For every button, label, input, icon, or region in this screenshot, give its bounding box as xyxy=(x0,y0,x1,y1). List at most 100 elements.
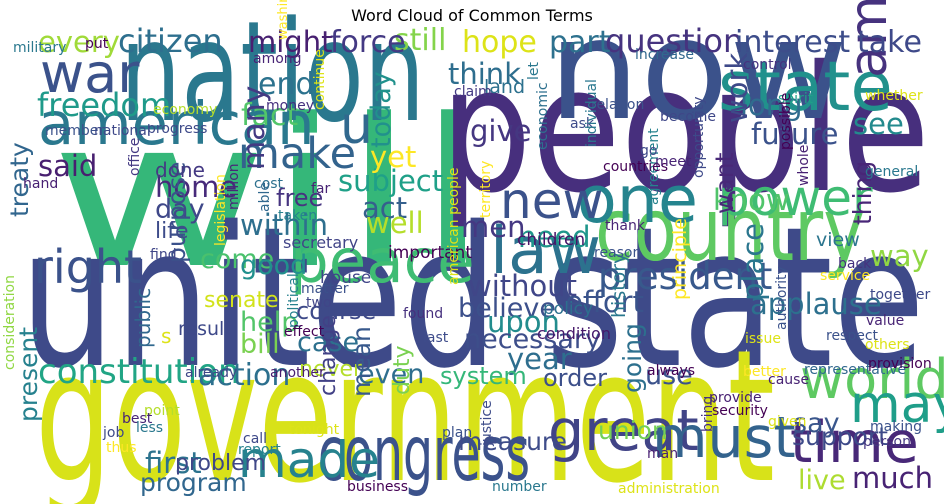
word-necessary: necessary xyxy=(464,324,601,355)
word-always: always xyxy=(647,363,695,379)
word-home: home xyxy=(155,170,237,204)
word-reason: reason xyxy=(594,245,641,261)
word-s: s xyxy=(161,324,171,348)
word-measure: measure xyxy=(458,427,567,456)
word-say: say xyxy=(793,408,840,439)
word-good: good xyxy=(240,250,307,281)
word-security: security xyxy=(712,403,768,419)
word-american: american xyxy=(38,89,315,158)
word-power: power xyxy=(718,169,873,227)
word-provide: provide xyxy=(709,390,762,406)
word-cause: cause xyxy=(768,372,809,388)
word-order: order xyxy=(543,364,607,392)
word-relation: relation xyxy=(591,97,644,113)
word-national: national xyxy=(94,123,151,139)
word-consideration: consideration xyxy=(2,275,18,370)
word-possible: possible xyxy=(778,93,794,150)
word-report: report xyxy=(238,442,281,458)
word-citizen: citizen xyxy=(118,22,223,60)
word-done: done xyxy=(155,158,205,182)
word-opportunity: opportunity xyxy=(691,96,707,178)
word-new: new xyxy=(500,172,603,230)
word-business: business xyxy=(347,479,408,495)
word-problem: problem xyxy=(175,451,266,476)
word-case: case xyxy=(297,327,359,358)
word-value: value xyxy=(866,313,904,329)
word-live: live xyxy=(798,465,846,496)
word-territory: territory xyxy=(478,161,494,218)
word-state: state xyxy=(718,47,893,127)
word-among: among xyxy=(253,51,302,67)
word-found: found xyxy=(403,306,443,322)
word-upon: upon xyxy=(487,305,560,339)
word-program: program xyxy=(140,468,247,497)
word-without: without xyxy=(468,269,577,303)
word-economy: economy xyxy=(153,102,217,118)
word-world: world xyxy=(800,348,944,411)
word-tonight: tonight xyxy=(289,422,340,438)
word-job: job xyxy=(102,425,124,441)
word-thing: thing xyxy=(848,161,877,225)
word-interest: interest xyxy=(735,25,850,60)
word-change: change xyxy=(316,315,341,396)
word-course: course xyxy=(296,297,376,325)
word-principle: principle xyxy=(669,218,691,300)
word-duty: duty xyxy=(390,345,415,395)
word-right: right xyxy=(34,240,142,294)
word-will: will xyxy=(50,76,490,314)
word-help: help xyxy=(240,307,298,338)
word-authority: authority xyxy=(774,266,790,330)
word-within: within xyxy=(240,208,328,242)
word-subject: subject xyxy=(338,164,443,198)
word-great: great xyxy=(548,398,699,464)
word-number: number xyxy=(492,479,547,495)
word-man: man xyxy=(647,446,678,462)
word-free: free xyxy=(276,184,323,212)
word-hope: hope xyxy=(462,25,537,60)
word-action: action xyxy=(198,358,290,393)
word-provision: provision xyxy=(868,356,932,372)
word-country: country xyxy=(595,179,865,281)
word-bring: bring xyxy=(700,396,716,432)
word-administration: administration xyxy=(618,481,720,497)
word-senate: senate xyxy=(204,288,279,313)
word-still: still xyxy=(394,23,446,58)
word-important: important xyxy=(388,243,472,263)
word-applause: applause xyxy=(750,287,882,321)
word-present: present xyxy=(14,327,43,422)
word-make: make xyxy=(238,129,356,179)
word-given: given xyxy=(768,414,807,430)
word-constitution: constitution xyxy=(38,352,240,392)
word-even: even xyxy=(358,359,424,390)
word-force: force xyxy=(330,25,406,60)
word-person: person xyxy=(863,434,911,450)
word-control: control xyxy=(743,57,792,73)
word-long: long xyxy=(740,88,803,122)
word-nation: nation xyxy=(120,0,425,153)
word-may: may xyxy=(850,375,944,435)
word-less: less xyxy=(136,420,163,436)
word-never: never xyxy=(299,357,363,382)
word-people: people xyxy=(440,29,930,232)
word-purpose: purpose xyxy=(162,161,191,263)
word-service: service xyxy=(820,268,870,284)
word-thus: thus xyxy=(106,440,137,456)
word-far: far xyxy=(311,181,331,197)
word-must: must xyxy=(652,405,796,471)
word-representative: representative xyxy=(804,362,906,378)
word-legislation: legislation xyxy=(213,174,229,246)
word-question: question xyxy=(605,22,743,60)
word-support: support xyxy=(792,422,888,451)
word-political: political xyxy=(286,273,302,328)
word-america: america xyxy=(839,0,899,78)
word-general: general xyxy=(865,164,918,180)
word-said: said xyxy=(38,149,97,183)
word-military: military xyxy=(13,40,66,56)
word-taken: taken xyxy=(278,208,317,224)
word-justice: justice xyxy=(479,400,495,447)
word-office: office xyxy=(127,138,143,176)
word-whether: whether xyxy=(865,88,923,104)
word-use: use xyxy=(645,360,693,391)
word-treaty: treaty xyxy=(5,142,34,217)
word-countries: countries xyxy=(603,159,668,175)
